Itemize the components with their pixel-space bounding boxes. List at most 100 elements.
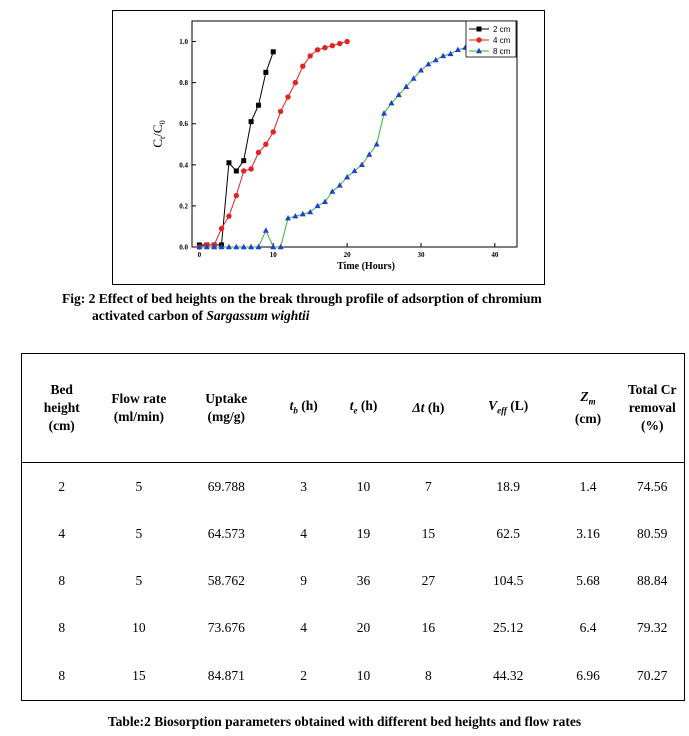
data-point: [277, 243, 284, 250]
table-cell: 10: [356, 478, 371, 494]
data-point: [270, 49, 276, 55]
data-point: [270, 243, 277, 250]
data-point: [403, 83, 410, 89]
data-point: [329, 42, 336, 49]
data-point: [226, 160, 232, 166]
table-cell: 15: [132, 667, 146, 683]
table-cell: 70.27: [637, 667, 668, 683]
y-tick-label: 0.0: [179, 244, 188, 252]
data-point: [337, 40, 343, 47]
data-point: [314, 47, 321, 53]
table-cell: 15: [421, 526, 436, 542]
data-point: [388, 99, 395, 106]
data-point: [351, 167, 358, 174]
data-point: [432, 56, 439, 63]
table-cell: 44.32: [492, 667, 524, 683]
header-te: te (h): [331, 353, 396, 463]
data-point: [218, 243, 225, 250]
table-cell: 8: [424, 667, 432, 683]
table-cell: 9: [300, 573, 308, 589]
y-tick-label: 0.4: [179, 161, 188, 169]
data-point: [248, 166, 254, 172]
table-cell: 4: [58, 526, 66, 542]
data-point: [344, 38, 350, 45]
data-point: [277, 108, 284, 115]
header-total-removal: Total Cr removal (%): [620, 353, 685, 463]
table-row: 2 5 69.788 3 10 7 18.9 1.4 74.56: [22, 463, 685, 511]
data-point: [307, 208, 314, 215]
series: [196, 38, 498, 250]
table-row: 8 10 73.676 4 20 16 25.12 6.4 79.32: [22, 605, 685, 652]
plot-area-frame: [191, 20, 518, 248]
table-cell: 19: [356, 526, 371, 542]
data-point: [233, 168, 239, 174]
data-point: [233, 192, 240, 199]
table-cell: 88.84: [637, 573, 668, 589]
table-cell: 7: [424, 478, 432, 494]
table-cell: 6.96: [576, 667, 600, 683]
legend: 2 cm 4 cm 8 cm: [465, 20, 517, 58]
data-point: [321, 198, 328, 204]
data-point: [262, 227, 269, 233]
data-point: [476, 47, 482, 54]
x-tick-label: 40: [491, 251, 499, 259]
table-cell: 62.5: [496, 526, 520, 542]
header-zm: Zm (cm): [555, 353, 621, 463]
data-point: [300, 63, 306, 69]
y-tick-label: 0.6: [179, 120, 188, 128]
data-point: [373, 141, 380, 147]
header-veff: Veff (L): [460, 353, 556, 463]
legend-label: 2 cm: [493, 25, 511, 34]
table-cell: 5: [135, 573, 143, 589]
legend-label: 8 cm: [493, 47, 511, 56]
data-point: [410, 75, 417, 81]
data-point: [381, 110, 388, 116]
header-delta-t: Δt (h): [395, 353, 461, 463]
legend-label: 4 cm: [493, 36, 511, 45]
table-cell: 5: [135, 526, 143, 542]
data-point: [241, 168, 247, 174]
data-point: [233, 243, 240, 250]
data-point: [218, 225, 225, 232]
data-point: [196, 243, 203, 250]
table-header-row: Bed height (cm) Flow rate (ml/min) Uptak…: [21, 353, 685, 463]
y-axis-label: Ct/C0: [150, 120, 167, 147]
table-cell: 25.12: [492, 620, 524, 636]
header-bed-height: Bed height (cm): [21, 353, 102, 463]
data-point: [255, 243, 262, 250]
table-cell: 10: [132, 620, 146, 636]
y-tick-label: 0.2: [179, 202, 188, 210]
data-point: [203, 243, 210, 250]
table-cell: 3: [300, 478, 308, 494]
data-point: [417, 67, 424, 73]
table-cell: 79.32: [637, 620, 668, 636]
table-cell: 6.4: [579, 620, 597, 636]
table-cell: 8: [58, 620, 66, 636]
y-tick-label: 1.0: [179, 38, 188, 46]
biosorption-parameters-table: Bed height (cm) Flow rate (ml/min) Uptak…: [21, 353, 685, 701]
table-cell: 36: [356, 573, 371, 589]
data-point: [255, 149, 262, 156]
data-point: [292, 79, 299, 86]
data-point: [344, 173, 351, 180]
table-cell: 104.5: [492, 573, 524, 589]
x-tick-label: 30: [417, 251, 425, 259]
data-point: [255, 102, 261, 108]
table-cell: 10: [356, 667, 371, 683]
data-point: [270, 129, 276, 135]
data-point: [226, 213, 232, 219]
data-point: [263, 69, 269, 75]
table-cell: 2: [58, 478, 66, 494]
figure-caption-line2: activated carbon of: [92, 308, 207, 323]
data-point: [476, 26, 482, 32]
data-point: [395, 91, 402, 98]
table-row: 8 5 58.762 9 36 27 104.5 5.68 88.84: [22, 558, 685, 605]
table-cell: 5: [135, 478, 143, 494]
table-cell: 5.68: [576, 573, 600, 589]
table-cell: 16: [421, 620, 436, 636]
table-cell: 8: [58, 573, 66, 589]
data-point: [248, 243, 255, 250]
figure-caption: Fig: 2 Effect of bed heights on the brea…: [62, 290, 662, 324]
table-row: 4 5 64.573 4 19 15 62.5 3.16 80.59: [22, 511, 685, 558]
table-caption: Table:2 Biosorption parameters obtained …: [107, 714, 582, 729]
